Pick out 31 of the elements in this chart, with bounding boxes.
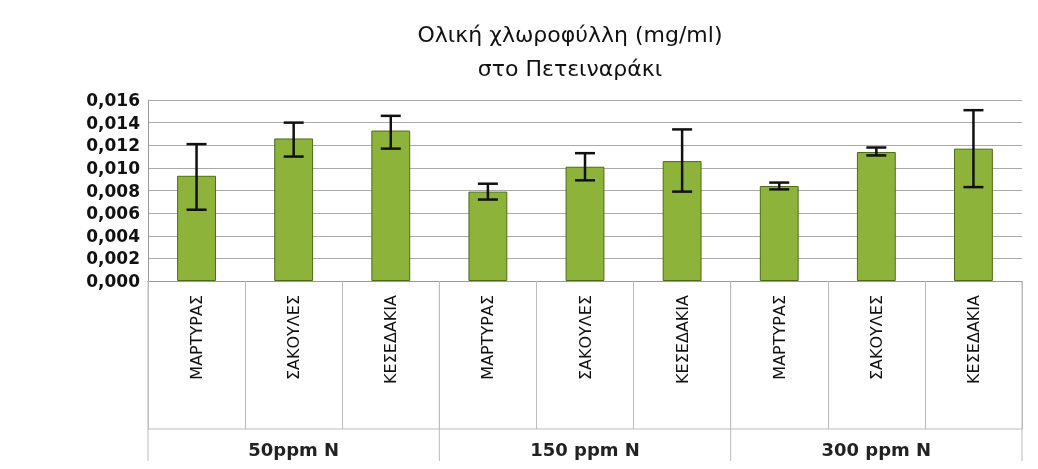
bar <box>565 166 605 281</box>
text: 50ppm N <box>248 438 340 460</box>
bar <box>177 175 216 281</box>
bar <box>468 191 508 281</box>
y-tick-label: 0,002 <box>86 248 140 269</box>
chart-title: Ολική χλωροφύλλη (mg/ml) στο Πετειναράκι <box>417 21 723 81</box>
y-tick-label: 0,016 <box>86 90 140 110</box>
y-tick-label: 0,000 <box>86 271 141 291</box>
y-tick-label: 0,010 <box>86 157 141 178</box>
bar <box>274 138 314 281</box>
y-tick-label: 0,014 <box>86 112 141 133</box>
x-tick-label: ΜΑΡΤΥΡΑΣ <box>769 295 789 380</box>
bar <box>662 161 702 281</box>
x-tick-label: ΣΑΚΟΥΛΕΣ <box>284 295 304 381</box>
bar <box>759 185 799 281</box>
bar <box>856 152 896 281</box>
x-tick-label: ΚΕΣΕΔΑΚΙΑ <box>381 294 401 384</box>
bar <box>954 148 993 281</box>
x-tick-label: ΣΑΚΟΥΛΕΣ <box>866 295 886 381</box>
y-tick-label: 0,012 <box>86 135 140 156</box>
x-tick-label: ΣΑΚΟΥΛΕΣ <box>575 295 595 381</box>
text: 150 ppm N <box>530 438 640 460</box>
y-tick-label: 0,008 <box>86 180 140 201</box>
x-tick-label: ΚΕΣΕΔΑΚΙΑ <box>672 294 692 384</box>
x-tick-label: ΜΑΡΤΥΡΑΣ <box>478 295 498 380</box>
text: 300 ppm N <box>821 438 932 460</box>
x-tick-label: ΜΑΡΤΥΡΑΣ <box>187 295 207 380</box>
y-tick-label: 0,004 <box>86 225 141 246</box>
x-tick-label: ΚΕΣΕΔΑΚΙΑ <box>963 294 983 384</box>
y-tick-label: 0,006 <box>86 203 140 224</box>
bar <box>371 130 411 281</box>
